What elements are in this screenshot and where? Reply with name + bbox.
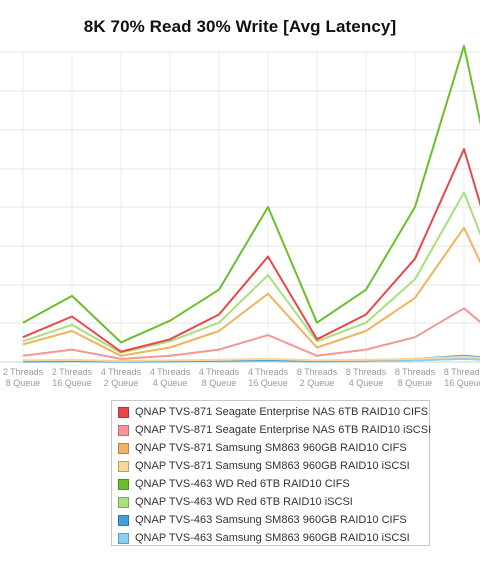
x-tick-label: 8 Threads 8 Queue [395,367,436,388]
legend-swatch [118,406,129,418]
x-tick-label: 4 Threads 4 Queue [150,367,191,388]
legend-item[interactable]: QNAP TVS-463 WD Red 6TB RAID10 iSCSI [112,493,429,511]
legend-item[interactable]: QNAP TVS-463 Samsung SM863 960GB RAID10 … [112,511,429,529]
legend-label: QNAP TVS-463 WD Red 6TB RAID10 CIFS [135,478,350,490]
legend-swatch [118,514,129,526]
legend-swatch [118,478,129,490]
legend-item[interactable]: QNAP TVS-871 Samsung SM863 960GB RAID10 … [112,439,429,457]
series-line [22,355,480,362]
x-tick-label: 2 Threads 8 Queue [3,367,44,388]
x-tick-label: 8 Threads 2 Queue [297,367,338,388]
legend-swatch [118,532,129,544]
x-tick-label: 4 Threads 2 Queue [101,367,142,388]
x-axis-labels: 2 Threads 8 Queue 2 Threads 16 Queue 4 Threa… [3,367,480,388]
series-line [22,307,480,360]
chart-series [22,44,480,363]
x-tick-label: 2 Threads 16 Queue [52,367,93,388]
legend-swatch [118,496,129,508]
legend-label: QNAP TVS-871 Samsung SM863 960GB RAID10 … [135,460,410,472]
legend-label: QNAP TVS-463 WD Red 6TB RAID10 iSCSI [135,496,353,508]
legend-item[interactable]: QNAP TVS-871 Samsung SM863 960GB RAID10 … [112,457,429,475]
chart-legend: QNAP TVS-871 Seagate Enterprise NAS 6TB … [111,400,432,547]
legend-swatch [118,424,129,436]
series-line [22,226,480,357]
legend-item[interactable]: QNAP TVS-871 Seagate Enterprise NAS 6TB … [112,403,429,421]
x-tick-label: 4 Threads 8 Queue [199,367,240,388]
legend-label: QNAP TVS-871 Seagate Enterprise NAS 6TB … [135,406,429,418]
line-chart: 2 Threads 8 Queue 2 Threads 16 Queue 4 Threa… [0,44,480,388]
series-line [22,191,480,354]
legend-item[interactable]: QNAP TVS-463 Samsung SM863 960GB RAID10 … [112,529,429,547]
legend-item[interactable]: QNAP TVS-871 Seagate Enterprise NAS 6TB … [112,421,432,439]
legend-label: QNAP TVS-871 Samsung SM863 960GB RAID10 … [135,442,407,454]
series-line [22,148,480,353]
x-tick-label: 4 Threads 16 Queue [248,367,289,388]
legend-swatch [118,460,129,472]
legend-swatch [118,442,129,454]
chart-title: 8K 70% Read 30% Write [Avg Latency] [83,17,397,36]
legend-item[interactable]: QNAP TVS-463 WD Red 6TB RAID10 CIFS [112,475,429,493]
legend-label: QNAP TVS-463 Samsung SM863 960GB RAID10 … [135,532,410,544]
legend-label: QNAP TVS-463 Samsung SM863 960GB RAID10 … [135,514,407,526]
series-line [22,44,480,344]
legend-label: QNAP TVS-871 Seagate Enterprise NAS 6TB … [135,424,432,436]
x-tick-label: 8 Threads 4 Queue [346,367,387,388]
